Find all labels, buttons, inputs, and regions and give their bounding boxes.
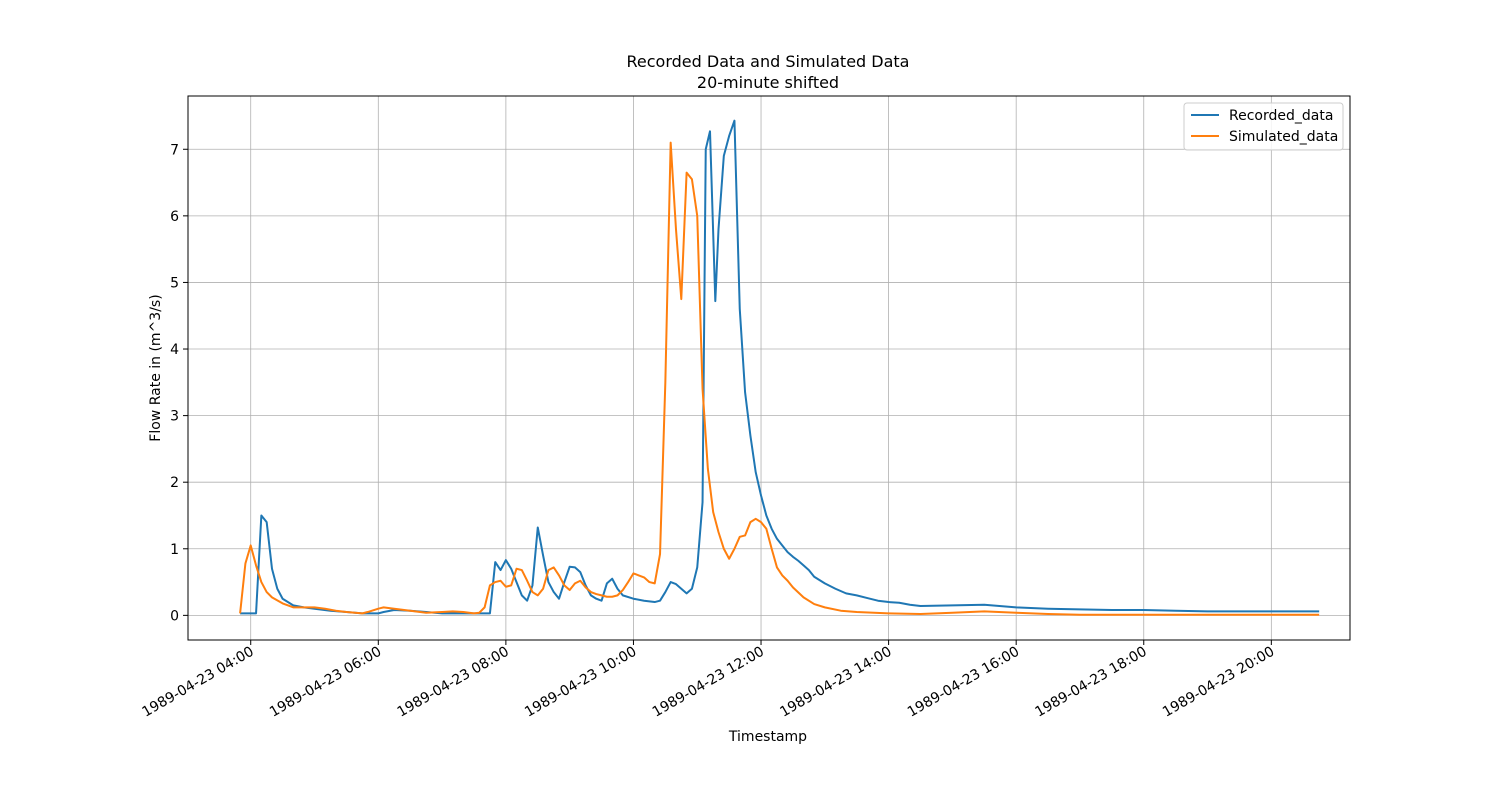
- y-tick-label: 5: [170, 275, 179, 291]
- y-axis-label: Flow Rate in (m^3/s): [148, 294, 164, 441]
- x-tick-label: 1989-04-23 20:00: [1160, 644, 1277, 721]
- y-tick-label: 2: [170, 475, 179, 491]
- grid-lines: [188, 96, 1350, 640]
- legend-box: [1183, 102, 1344, 151]
- chart-subtitle: 20-minute shifted: [697, 73, 839, 92]
- x-axis-ticks: 1989-04-23 04:00 1989-04-23 06:00 1989-04-…: [139, 640, 1277, 721]
- series-line-simulated-data: [239, 141, 1320, 616]
- x-tick-label: 1989-04-23 08:00: [395, 644, 512, 721]
- x-tick-label: 1989-04-23 12:00: [650, 644, 767, 721]
- x-tick-label: 1989-04-23 16:00: [905, 644, 1022, 721]
- series-lines: [239, 119, 1320, 616]
- x-tick-label: 1989-04-23 18:00: [1032, 644, 1149, 721]
- y-tick-label: 7: [170, 142, 179, 158]
- y-tick-label: 4: [170, 342, 179, 358]
- legend-label-recorded: Recorded_data: [1229, 108, 1333, 124]
- x-axis-label: Timestamp: [728, 729, 807, 745]
- x-tick-label: 1989-04-23 06:00: [267, 644, 384, 721]
- legend-label-simulated: Simulated_data: [1229, 129, 1338, 145]
- y-axis-ticks: 0 1 2 3 4 5 6 7: [170, 142, 188, 624]
- plot-area-frame: [187, 95, 1351, 641]
- legend: Recorded_data Simulated_data: [1183, 102, 1344, 151]
- x-tick-label: 1989-04-23 04:00: [139, 644, 256, 721]
- y-tick-label: 6: [170, 209, 179, 225]
- series-line-recorded-data: [240, 119, 1320, 615]
- chart-title: Recorded Data and Simulated Data: [627, 52, 910, 71]
- y-tick-label: 1: [170, 542, 179, 558]
- y-tick-label: 0: [170, 608, 179, 624]
- x-tick-label: 1989-04-23 10:00: [522, 644, 639, 721]
- x-tick-label: 1989-04-23 14:00: [777, 644, 894, 721]
- y-tick-label: 3: [170, 409, 179, 425]
